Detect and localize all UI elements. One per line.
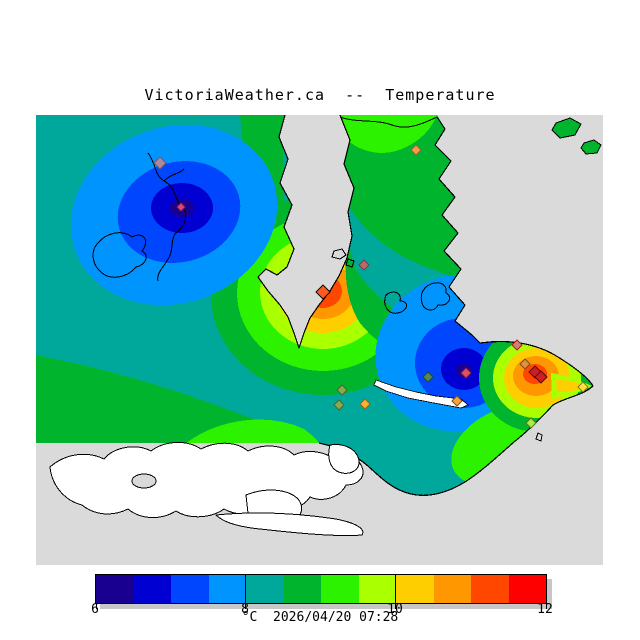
coastline — [318, 116, 594, 496]
colorbar-segment — [246, 575, 284, 603]
station-marker — [534, 370, 548, 384]
temperature-colorbar — [95, 574, 547, 609]
colorbar-tick-labels: 6 8 10 12 — [91, 602, 553, 617]
station-marker — [451, 395, 463, 407]
station-markers — [153, 144, 589, 429]
colorbar-segment — [396, 575, 434, 603]
colorbar-segment — [171, 575, 209, 603]
colorbar-segment — [358, 575, 396, 603]
colorbar-segment — [508, 575, 546, 603]
station-marker — [577, 381, 589, 393]
colorbar-segment — [321, 575, 359, 603]
colorbar-tick-label: 12 — [537, 602, 553, 617]
colorbar-tick-label: 6 — [91, 602, 99, 617]
station-marker — [460, 367, 472, 379]
colorbar-tick — [245, 575, 247, 609]
colorbar-tick-label: 10 — [387, 602, 403, 617]
datetime-label: 2026/04/20 07:28 — [273, 610, 399, 625]
colorbar-tick — [95, 603, 97, 609]
temperature-map — [36, 115, 603, 565]
map-canvas — [36, 115, 603, 565]
station-marker — [422, 371, 434, 383]
colorbar-tick-label: 8 — [241, 602, 249, 617]
station-marker — [359, 398, 371, 410]
colorbar-segments — [96, 575, 546, 603]
water-bodies — [49, 442, 364, 537]
colorbar-tick — [545, 603, 547, 609]
colorbar-segment — [133, 575, 171, 603]
inlet-land — [257, 115, 355, 349]
island-in-bay — [131, 473, 157, 489]
station-marker — [153, 156, 167, 170]
colorbar-segment — [433, 575, 471, 603]
colorbar-segment — [208, 575, 246, 603]
colorbar-segment — [96, 575, 134, 603]
colorbar-tick — [395, 575, 397, 609]
station-marker — [315, 284, 331, 300]
colorbar-segment — [283, 575, 321, 603]
station-marker — [519, 358, 531, 370]
colorbar-segment — [471, 575, 509, 603]
unit-label: °C — [241, 610, 258, 625]
station-marker — [333, 399, 345, 411]
colorbar-caption: °C 2026/04/20 07:28 — [0, 610, 640, 625]
station-marker — [176, 202, 186, 212]
station-marker — [525, 417, 537, 429]
island-outlines — [92, 152, 543, 442]
station-marker — [511, 339, 523, 351]
cold-pool-west — [70, 124, 278, 306]
station-marker — [358, 259, 370, 271]
islets-northeast — [551, 117, 602, 155]
station-marker — [336, 384, 348, 396]
station-marker — [410, 144, 422, 156]
page-title: VictoriaWeather.ca -- Temperature — [144, 86, 496, 104]
sand-spit — [373, 379, 469, 409]
